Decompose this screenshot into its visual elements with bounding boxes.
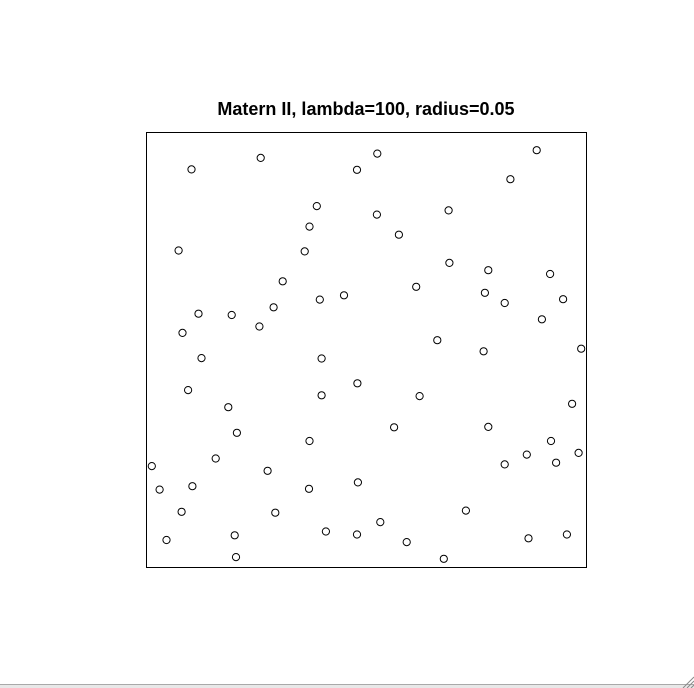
scatter-point-27	[537, 315, 547, 324]
scatter-point-52	[263, 466, 272, 475]
scatter-point-9	[372, 210, 381, 219]
scatter-point-46	[211, 454, 220, 463]
scatter-point-58	[271, 508, 280, 517]
scatter-point-23	[500, 298, 509, 308]
plot-frame	[146, 132, 587, 568]
scatter-point-69	[439, 554, 448, 563]
points-layer	[147, 146, 586, 563]
scatter-point-19	[480, 288, 489, 297]
scatter-point-35	[353, 379, 362, 388]
scatter-point-41	[232, 428, 241, 437]
scatter-point-42	[390, 423, 399, 432]
scatter-point-6	[506, 175, 515, 184]
scatter-point-24	[269, 303, 278, 312]
scatter-point-68	[231, 553, 241, 562]
scatter-point-48	[522, 450, 531, 459]
scatter-point-13	[300, 247, 309, 256]
scatter-point-26	[227, 310, 236, 320]
scatter-point-49	[500, 460, 509, 469]
scatter-point-51	[574, 448, 583, 457]
scatter-point-59	[461, 506, 470, 515]
scatter-point-3	[352, 165, 362, 174]
scatter-point-34	[317, 354, 326, 363]
scatter-point-40	[568, 399, 577, 408]
scatter-point-4	[373, 149, 382, 158]
scatter-point-38	[317, 391, 326, 400]
scatter-point-31	[577, 344, 586, 353]
scatter-point-17	[278, 277, 287, 286]
scatter-point-45	[546, 436, 556, 446]
scatter-point-62	[352, 530, 362, 539]
scatter-point-20	[339, 291, 349, 300]
window-bottom-edge	[0, 684, 694, 688]
scatter-point-43	[484, 422, 493, 431]
chart-title: Matern II, lambda=100, radius=0.05	[217, 99, 515, 119]
scatter-point-12	[174, 246, 183, 255]
resize-grip-icon[interactable]	[680, 674, 694, 688]
scatter-point-55	[304, 484, 314, 493]
scatter-point-11	[394, 230, 403, 239]
scatter-point-63	[230, 531, 239, 540]
scatter-point-22	[559, 295, 568, 304]
scatter-point-53	[188, 482, 197, 491]
scatter-point-25	[194, 309, 203, 318]
scatter-point-39	[224, 403, 233, 412]
scatter-point-54	[353, 478, 362, 487]
scatter-point-37	[415, 392, 424, 401]
scatter-point-66	[524, 534, 533, 543]
scatter-point-21	[315, 295, 324, 304]
scatter-point-67	[562, 530, 572, 539]
scatter-point-28	[255, 322, 264, 331]
scatter-point-18	[412, 282, 421, 291]
scatter-point-8	[305, 222, 314, 231]
scatter-point-50	[552, 458, 561, 467]
scatter-point-1	[187, 165, 196, 174]
scatter-point-33	[197, 354, 206, 363]
scatter-point-44	[305, 436, 314, 446]
scatter-point-47	[147, 462, 156, 471]
scatter-point-32	[479, 347, 488, 356]
scatter-point-10	[444, 206, 453, 215]
scatter-point-56	[155, 485, 164, 494]
scatter-point-29	[178, 328, 187, 337]
scatter-point-60	[376, 518, 385, 527]
scatter-point-65	[402, 538, 411, 547]
scatter-point-7	[312, 202, 321, 211]
scatter-point-57	[177, 507, 186, 516]
scatter-point-15	[484, 266, 493, 275]
scatter-point-16	[546, 269, 555, 279]
scatter-point-36	[184, 386, 193, 395]
scatter-point-30	[433, 336, 442, 345]
scatter-point-5	[532, 146, 541, 155]
scatter-point-2	[256, 153, 265, 162]
scatter-point-64	[162, 535, 171, 545]
scatter-point-14	[445, 258, 454, 267]
scatter-point-61	[321, 527, 330, 536]
